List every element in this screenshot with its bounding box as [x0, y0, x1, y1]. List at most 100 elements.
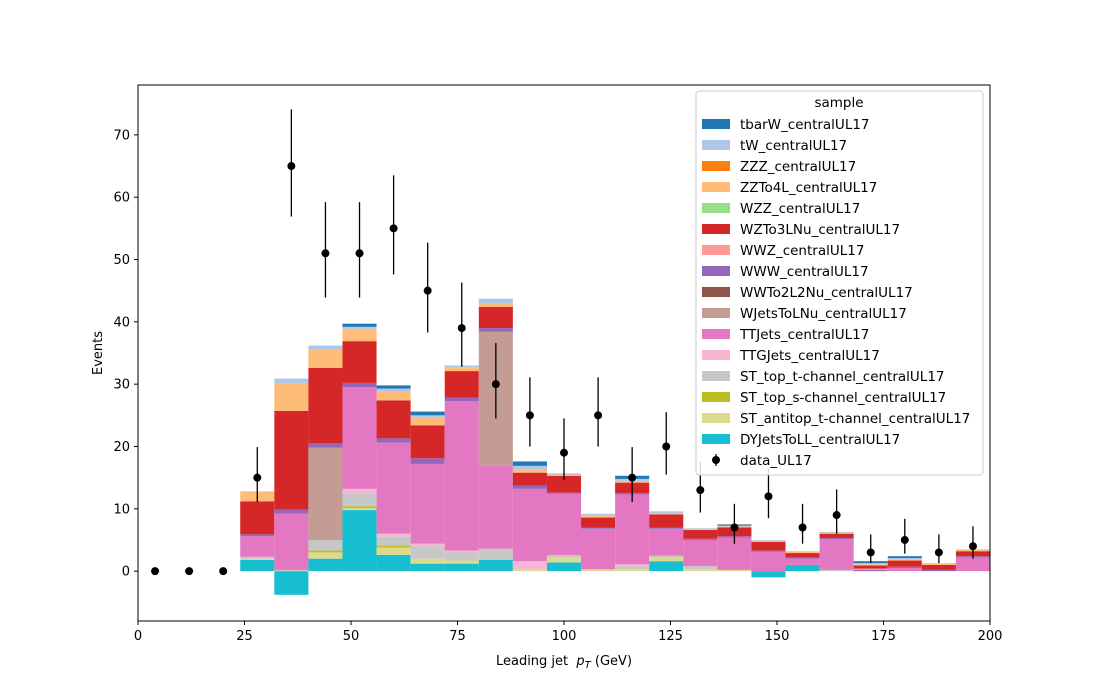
y-axis-label: Events [91, 331, 106, 375]
bar-st-antitop-t-channel-centralul17-bin-8 [512, 569, 547, 572]
bar-www-centralul17-bin-13 [683, 538, 718, 540]
x-tick-label-100: 100 [552, 629, 577, 644]
bar-wzto3lnu-centralul17-bin-7 [478, 306, 513, 329]
data-point-2 [219, 567, 228, 576]
x-tick-label-150: 150 [765, 629, 790, 644]
y-tick-label-50: 50 [113, 253, 130, 268]
bar-zzto4l-centralul17-bin-13 [683, 528, 718, 531]
bar-www-centralul17-bin-20 [921, 569, 956, 572]
y-tick-label-40: 40 [113, 315, 130, 330]
bar-st-top-t-channel-centralul17-bin-0 [240, 556, 275, 559]
bar-wzto3lnu-centralul17-bin-19 [887, 560, 922, 567]
bar-st-top-s-channel-centralul17-bin-4 [376, 545, 411, 548]
bar-st-antitop-t-channel-centralul17-bin-3 [342, 508, 377, 511]
legend-data-marker [712, 456, 720, 464]
legend-label-tbarw-centralul17: tbarW_centralUL17 [740, 117, 870, 133]
legend-label-wwz-centralul17: WWZ_centralUL17 [740, 243, 864, 259]
bar-dyjetstoll-centralul17-bin-15 [751, 571, 786, 578]
x-axis-label-symbol: p [575, 654, 584, 669]
bar-wzto3lnu-centralul17-bin-0 [240, 501, 275, 535]
bar-st-top-t-channel-centralul17-bin-5 [410, 546, 445, 559]
legend-label-data-ul17: data_UL17 [740, 453, 812, 469]
legend-label-ttjets-centralul17: TTJets_centralUL17 [739, 327, 869, 343]
legend-label-zzto4l-centralul17: ZZTo4L_centralUL17 [740, 180, 877, 196]
bar-tw-centralul17-bin-20 [921, 563, 956, 564]
bar-tw-centralul17-bin-2 [308, 345, 343, 350]
bar-tw-centralul17-bin-4 [376, 388, 411, 392]
bar-dyjetstoll-centralul17-bin-6 [444, 563, 479, 572]
bar-tw-centralul17-bin-7 [478, 298, 513, 304]
bar-zzto4l-centralul17-bin-2 [308, 349, 343, 368]
bar-ttgjets-centralul17-bin-3 [342, 488, 377, 494]
bar-wzto3lnu-centralul17-bin-8 [512, 472, 547, 486]
bar-ttjets-centralul17-bin-0 [240, 536, 275, 557]
data-point-7 [389, 224, 398, 233]
data-point-20 [832, 511, 841, 520]
bar-wzto3lnu-centralul17-bin-20 [921, 564, 956, 570]
bar-wzto3lnu-centralul17-bin-2 [308, 367, 343, 444]
x-tick-label-75: 75 [449, 629, 466, 644]
bar-st-top-t-channel-centralul17-bin-3 [342, 493, 377, 507]
bar-st-antitop-t-channel-centralul17-bin-6 [444, 560, 479, 564]
data-point-6 [355, 249, 364, 258]
legend-swatch-tbarw-centralul17 [702, 119, 730, 129]
bar-tw-centralul17-bin-19 [887, 558, 922, 560]
bar-dyjetstoll-centralul17-bin-2 [308, 558, 343, 572]
bar-www-centralul17-bin-17 [819, 538, 854, 540]
bar-ttjets-centralul17-bin-4 [376, 442, 411, 534]
bar-zzto4l-centralul17-bin-12 [649, 513, 684, 515]
data-point-1 [185, 567, 194, 576]
bar-wzto3lnu-centralul17-bin-16 [785, 553, 820, 558]
bar-st-antitop-t-channel-centralul17-bin-12 [649, 557, 684, 562]
data-point-21 [866, 548, 875, 557]
bar-www-centralul17-bin-4 [376, 438, 411, 443]
y-tick-label-0: 0 [122, 565, 130, 580]
bar-dyjetstoll-centralul17-bin-12 [649, 561, 684, 572]
data-point-23 [934, 548, 943, 557]
legend-swatch-wwz-centralul17 [702, 245, 730, 255]
legend-swatch-zzz-centralul17 [702, 161, 730, 171]
bar-ttgjets-centralul17-bin-11 [615, 564, 650, 567]
bar-ttjets-centralul17-bin-16 [785, 558, 820, 565]
bar-tw-centralul17-bin-12 [649, 511, 684, 514]
bar-tbarw-centralul17-bin-3 [342, 323, 377, 327]
bar-wzto3lnu-centralul17-bin-9 [546, 475, 582, 493]
bar-wzto3lnu-centralul17-bin-3 [342, 341, 377, 383]
y-axis-ticks: 0 10 20 30 40 50 60 70 [113, 128, 138, 580]
bar-st-top-t-channel-centralul17-bin-6 [444, 552, 479, 561]
legend-label-ttgjets-centralul17: TTGJets_centralUL17 [739, 348, 880, 364]
y-tick-label-70: 70 [113, 128, 130, 143]
bar-st-top-s-channel-centralul17-bin-2 [308, 550, 343, 553]
bar-zzto4l-centralul17-bin-10 [581, 515, 616, 518]
legend-label-wjetstolnu-centralul17: WJetsToLNu_centralUL17 [740, 306, 907, 322]
bar-wzto3lnu-centralul17-bin-1 [274, 410, 309, 510]
bar-www-centralul17-bin-9 [546, 492, 582, 494]
bar-zzto4l-centralul17-bin-4 [376, 391, 411, 401]
bar-wzto3lnu-centralul17-bin-5 [410, 425, 445, 459]
bar-tw-centralul17-bin-5 [410, 415, 445, 418]
bar-tw-centralul17-bin-18 [853, 563, 888, 565]
legend-swatch-tw-centralul17 [702, 140, 730, 150]
bar-st-top-t-channel-centralul17-bin-2 [308, 539, 343, 551]
bar-st-top-t-channel-centralul17-bin-13 [683, 566, 718, 570]
legend-swatch-wwto2l2nu-centralul17 [702, 287, 730, 297]
data-point-16 [696, 486, 705, 495]
data-point-3 [253, 473, 262, 482]
bar-tw-centralul17-bin-3 [342, 326, 377, 329]
bar-www-centralul17-bin-8 [512, 485, 547, 489]
legend-swatch-ttgjets-centralul17 [702, 350, 730, 360]
bar-ttjets-centralul17-bin-15 [751, 551, 786, 572]
x-axis-label-subscript: T [585, 660, 592, 671]
bar-st-top-t-channel-centralul17-bin-12 [649, 555, 684, 558]
bar-zzto4l-centralul17-bin-18 [853, 564, 888, 566]
bar-dyjetstoll-centralul17-bin-0 [240, 559, 275, 572]
legend-swatch-wzz-centralul17 [702, 203, 730, 213]
bar-zzto4l-centralul17-bin-1 [274, 382, 309, 411]
bar-ttjets-centralul17-bin-19 [887, 568, 922, 572]
bar-ttjets-centralul17-bin-11 [615, 494, 650, 565]
bar-ttjets-centralul17-bin-3 [342, 387, 377, 489]
bar-ttgjets-centralul17-bin-4 [376, 533, 411, 537]
data-point-11 [525, 411, 534, 420]
legend-label-www-centralul17: WWW_centralUL17 [740, 264, 869, 280]
x-tick-label-200: 200 [978, 629, 1003, 644]
